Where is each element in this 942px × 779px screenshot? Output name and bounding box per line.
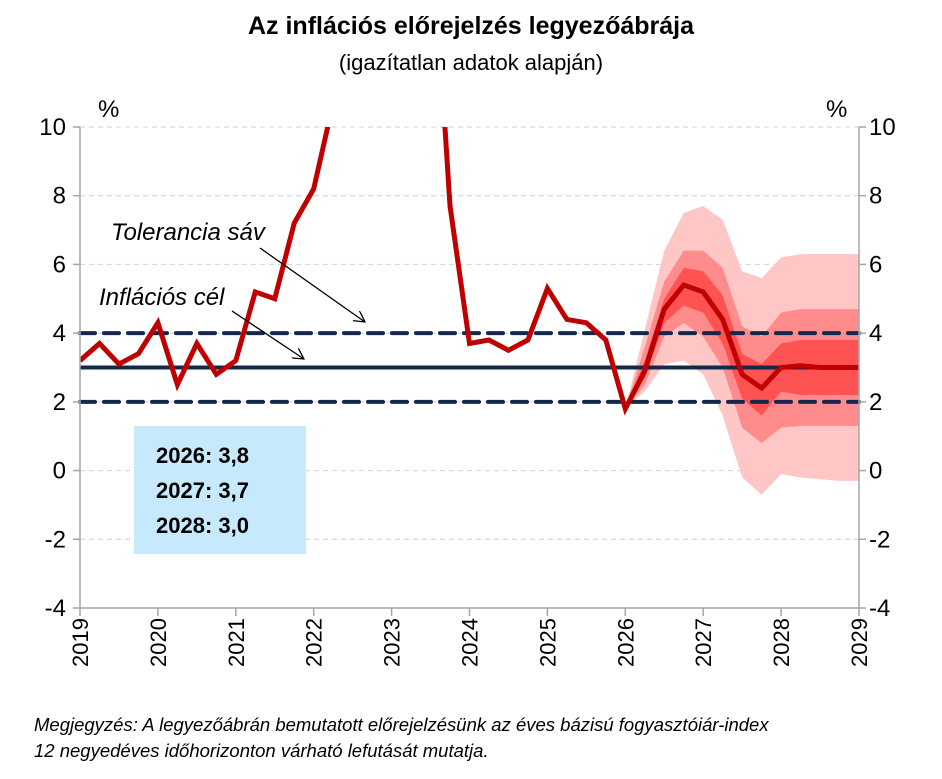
y-tick-label-left: 4 [53,320,66,347]
footnote: Megjegyzés: A legyezőábrán bemutatott el… [34,712,769,764]
x-tick-label: 2023 [380,618,405,667]
y-tick-label-right: 4 [869,320,882,347]
y-tick-label-right: 2 [869,389,882,416]
footnote-line-1: Megjegyzés: A legyezőábrán bemutatott el… [34,714,769,735]
y-tick-label-left: 10 [39,114,66,141]
forecast-value: 2026: 3,8 [156,443,249,468]
y-tick-label-right: -4 [869,595,890,622]
x-tick-label: 2022 [302,618,327,667]
y-tick-label-right: -2 [869,526,890,553]
x-tick-label: 2020 [146,618,171,667]
target-arrow [231,310,304,359]
y-tick-label-right: 10 [869,114,896,141]
forecast-value: 2028: 3,0 [156,513,249,538]
fan-band-inner [625,267,859,416]
inflation-target-annotation: Inflációs cél [99,284,225,311]
tolerance-arrow [259,247,365,322]
y-tick-label-right: 6 [869,251,882,278]
x-tick-label: 2021 [224,618,249,667]
y-unit-left: % [98,96,119,123]
x-tick-label: 2024 [458,618,483,667]
chart-subtitle: (igazítatlan adatok alapján) [338,50,604,75]
forecast-box [134,426,306,554]
y-tick-label-left: 8 [53,183,66,210]
footnote-line-2: 12 negyedéves időhorizonton várható lefu… [34,740,489,761]
y-tick-label-left: 2 [53,389,66,416]
chart-title: Az inflációs előrejelzés legyezőábrája [247,12,695,40]
x-tick-label: 2027 [691,618,716,667]
y-tick-label-left: 0 [53,458,66,485]
y-tick-label-right: 8 [869,183,882,210]
x-tick-label: 2019 [68,618,93,667]
inflation-series-line [80,127,859,416]
x-tick-label: 2025 [535,618,560,667]
y-tick-label-left: -2 [45,526,66,553]
x-tick-label: 2029 [847,618,872,667]
y-tick-label-left: 6 [53,251,66,278]
y-tick-label-right: 0 [869,458,882,485]
y-unit-right: % [826,96,847,123]
forecast-value: 2027: 3,7 [156,478,249,503]
y-tick-label-left: -4 [45,595,66,622]
x-tick-label: 2028 [769,618,794,667]
x-tick-label: 2026 [613,618,638,667]
tolerance-band-annotation: Tolerancia sáv [111,219,267,246]
